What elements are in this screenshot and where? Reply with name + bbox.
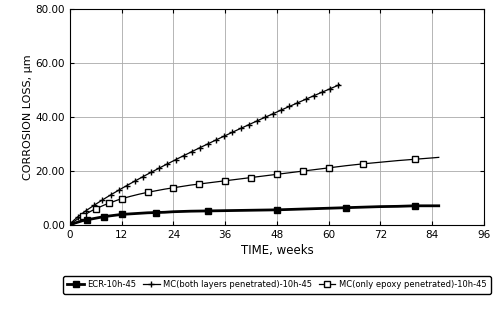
ECR-10h-45 <box>188 209 194 213</box>
ECR-10h-45 <box>429 204 435 208</box>
MC(only epoxy penetrated)-10h-45 <box>240 177 246 181</box>
MC(only epoxy penetrated)-10h-45 <box>136 193 142 196</box>
ECR-10h-45 <box>97 216 103 219</box>
MC(only epoxy penetrated)-10h-45 <box>343 164 349 168</box>
Line: MC(both layers penetrated)-10h-45: MC(both layers penetrated)-10h-45 <box>66 81 343 228</box>
ECR-10h-45 <box>119 212 125 216</box>
MC(only epoxy penetrated)-10h-45 <box>67 223 73 227</box>
Legend: ECR-10h-45, MC(both layers penetrated)-10h-45, MC(only epoxy penetrated)-10h-45: ECR-10h-45, MC(both layers penetrated)-1… <box>63 276 491 294</box>
ECR-10h-45 <box>343 206 349 210</box>
MC(only epoxy penetrated)-10h-45 <box>84 212 90 215</box>
MC(only epoxy penetrated)-10h-45 <box>101 203 107 207</box>
MC(only epoxy penetrated)-10h-45 <box>291 170 297 174</box>
MC(only epoxy penetrated)-10h-45 <box>300 169 306 173</box>
ECR-10h-45 <box>84 218 90 222</box>
MC(only epoxy penetrated)-10h-45 <box>222 179 228 183</box>
ECR-10h-45 <box>80 219 86 222</box>
MC(only epoxy penetrated)-10h-45 <box>106 202 112 205</box>
ECR-10h-45 <box>93 216 99 220</box>
MC(both layers penetrated)-10h-45 <box>313 93 319 96</box>
MC(only epoxy penetrated)-10h-45 <box>153 189 159 193</box>
MC(only epoxy penetrated)-10h-45 <box>214 180 220 184</box>
MC(only epoxy penetrated)-10h-45 <box>88 209 94 213</box>
ECR-10h-45 <box>67 223 73 227</box>
MC(only epoxy penetrated)-10h-45 <box>80 214 86 218</box>
ECR-10h-45 <box>127 212 133 216</box>
MC(only epoxy penetrated)-10h-45 <box>97 205 103 209</box>
ECR-10h-45 <box>412 204 418 208</box>
ECR-10h-45 <box>170 210 177 214</box>
MC(only epoxy penetrated)-10h-45 <box>188 183 194 187</box>
MC(only epoxy penetrated)-10h-45 <box>114 198 120 202</box>
MC(only epoxy penetrated)-10h-45 <box>127 194 133 198</box>
MC(only epoxy penetrated)-10h-45 <box>256 175 262 178</box>
ECR-10h-45 <box>101 215 107 218</box>
MC(both layers penetrated)-10h-45 <box>67 223 73 227</box>
MC(only epoxy penetrated)-10h-45 <box>75 217 81 220</box>
MC(only epoxy penetrated)-10h-45 <box>71 220 77 223</box>
MC(both layers penetrated)-10h-45 <box>336 83 342 87</box>
ECR-10h-45 <box>395 204 401 208</box>
MC(only epoxy penetrated)-10h-45 <box>274 173 280 176</box>
ECR-10h-45 <box>136 212 142 215</box>
MC(only epoxy penetrated)-10h-45 <box>317 167 323 171</box>
MC(only epoxy penetrated)-10h-45 <box>308 168 314 172</box>
MC(both layers penetrated)-10h-45 <box>139 175 145 179</box>
MC(only epoxy penetrated)-10h-45 <box>110 200 116 204</box>
ECR-10h-45 <box>256 208 262 212</box>
ECR-10h-45 <box>360 205 366 209</box>
MC(only epoxy penetrated)-10h-45 <box>231 178 237 182</box>
ECR-10h-45 <box>75 220 81 224</box>
X-axis label: TIME, weeks: TIME, weeks <box>241 244 313 257</box>
MC(only epoxy penetrated)-10h-45 <box>196 182 202 186</box>
MC(only epoxy penetrated)-10h-45 <box>395 159 401 163</box>
ECR-10h-45 <box>110 214 116 217</box>
MC(both layers penetrated)-10h-45 <box>83 209 89 212</box>
MC(only epoxy penetrated)-10h-45 <box>282 171 288 175</box>
ECR-10h-45 <box>106 214 112 218</box>
MC(only epoxy penetrated)-10h-45 <box>334 165 340 169</box>
MC(only epoxy penetrated)-10h-45 <box>170 186 177 190</box>
ECR-10h-45 <box>436 204 442 208</box>
ECR-10h-45 <box>162 210 168 214</box>
Line: MC(only epoxy penetrated)-10h-45: MC(only epoxy penetrated)-10h-45 <box>67 154 442 228</box>
ECR-10h-45 <box>326 206 332 210</box>
MC(only epoxy penetrated)-10h-45 <box>377 160 383 164</box>
MC(only epoxy penetrated)-10h-45 <box>248 176 254 179</box>
ECR-10h-45 <box>88 217 94 221</box>
ECR-10h-45 <box>240 208 246 212</box>
Line: ECR-10h-45: ECR-10h-45 <box>67 203 442 228</box>
ECR-10h-45 <box>153 211 159 214</box>
MC(only epoxy penetrated)-10h-45 <box>179 185 185 188</box>
ECR-10h-45 <box>205 209 211 213</box>
MC(only epoxy penetrated)-10h-45 <box>360 162 366 166</box>
MC(both layers penetrated)-10h-45 <box>78 213 84 217</box>
MC(only epoxy penetrated)-10h-45 <box>205 181 211 185</box>
MC(only epoxy penetrated)-10h-45 <box>93 207 99 211</box>
MC(both layers penetrated)-10h-45 <box>117 188 123 191</box>
ECR-10h-45 <box>308 207 314 211</box>
ECR-10h-45 <box>291 207 297 211</box>
MC(only epoxy penetrated)-10h-45 <box>162 187 168 191</box>
MC(only epoxy penetrated)-10h-45 <box>412 157 418 161</box>
ECR-10h-45 <box>71 222 77 225</box>
ECR-10h-45 <box>377 205 383 208</box>
ECR-10h-45 <box>114 213 120 217</box>
MC(both layers penetrated)-10h-45 <box>323 89 329 92</box>
MC(only epoxy penetrated)-10h-45 <box>429 156 435 160</box>
ECR-10h-45 <box>274 208 280 212</box>
Y-axis label: CORROSION LOSS, μm: CORROSION LOSS, μm <box>23 54 33 180</box>
MC(only epoxy penetrated)-10h-45 <box>265 173 271 177</box>
MC(only epoxy penetrated)-10h-45 <box>436 155 442 159</box>
MC(only epoxy penetrated)-10h-45 <box>326 166 332 170</box>
ECR-10h-45 <box>222 209 228 212</box>
MC(only epoxy penetrated)-10h-45 <box>145 190 151 194</box>
MC(only epoxy penetrated)-10h-45 <box>119 197 125 201</box>
ECR-10h-45 <box>145 211 151 215</box>
